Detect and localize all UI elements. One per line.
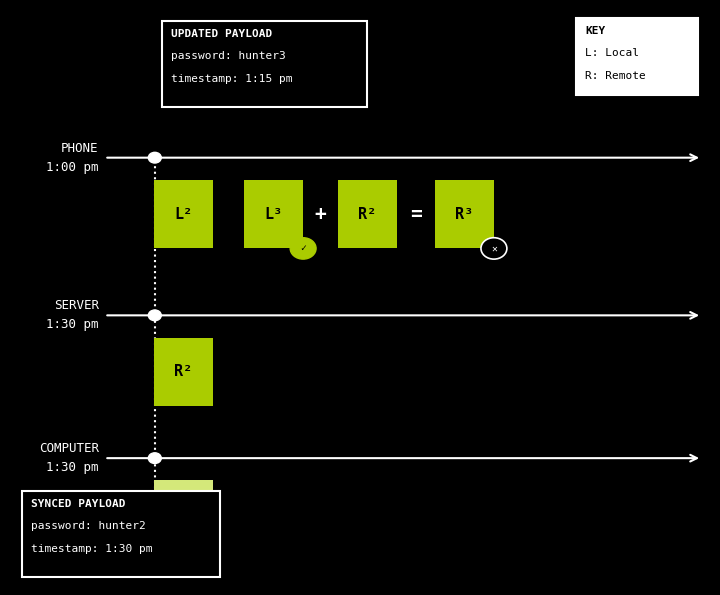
Bar [22, 491, 220, 577]
Circle shape [148, 310, 161, 321]
Bar [244, 180, 303, 248]
Text: UPDATED PAYLOAD: UPDATED PAYLOAD [171, 29, 273, 39]
Text: =: = [410, 205, 422, 224]
Text: PHONE
1:00 pm: PHONE 1:00 pm [46, 142, 99, 174]
Bar [338, 180, 397, 248]
Text: L³: L³ [264, 206, 283, 222]
Text: COMPUTER
1:30 pm: COMPUTER 1:30 pm [39, 442, 99, 474]
Bar [435, 180, 494, 248]
Bar [576, 18, 698, 95]
Text: L: Local: L: Local [585, 48, 639, 58]
Text: SYNCED PAYLOAD: SYNCED PAYLOAD [31, 499, 125, 509]
Text: password: hunter2: password: hunter2 [31, 521, 145, 531]
Text: SERVER
1:30 pm: SERVER 1:30 pm [46, 299, 99, 331]
Text: L²: L² [174, 206, 193, 222]
Bar [162, 21, 367, 107]
Text: L²: L² [174, 507, 193, 522]
Circle shape [481, 237, 507, 259]
Text: +: + [315, 205, 326, 224]
Bar [154, 481, 213, 549]
Circle shape [290, 237, 316, 259]
Text: password: hunter3: password: hunter3 [171, 51, 286, 61]
Text: R²: R² [174, 364, 193, 380]
Text: timestamp: 1:30 pm: timestamp: 1:30 pm [31, 544, 153, 554]
Circle shape [148, 152, 161, 163]
Bar [154, 180, 213, 248]
Bar [154, 338, 213, 406]
Circle shape [148, 453, 161, 464]
Text: R³: R³ [455, 206, 474, 222]
Text: ✓: ✓ [300, 243, 306, 253]
Text: R: Remote: R: Remote [585, 71, 646, 81]
Text: ✕: ✕ [491, 243, 497, 253]
Text: R²: R² [358, 206, 377, 222]
Text: timestamp: 1:15 pm: timestamp: 1:15 pm [171, 74, 293, 84]
Text: KEY: KEY [585, 26, 606, 36]
